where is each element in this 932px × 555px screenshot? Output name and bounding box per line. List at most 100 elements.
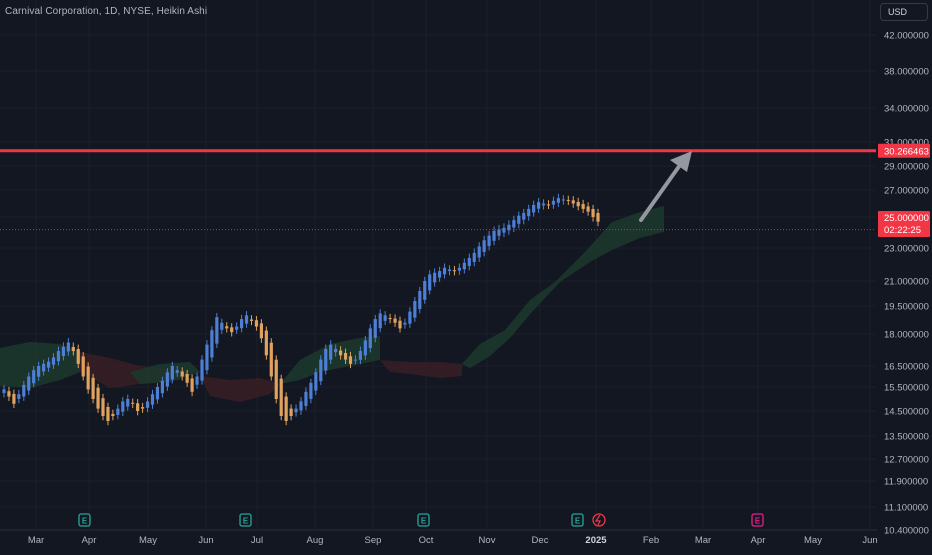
candle[interactable] (517, 211, 521, 229)
projection-arrow[interactable] (639, 151, 692, 222)
candle[interactable] (472, 248, 476, 267)
candle[interactable] (561, 195, 565, 205)
candle[interactable] (566, 195, 570, 206)
candle[interactable] (27, 372, 31, 395)
candle[interactable] (220, 318, 224, 334)
candle[interactable] (339, 346, 343, 360)
candle[interactable] (502, 223, 506, 238)
candle[interactable] (180, 367, 184, 381)
candle[interactable] (155, 383, 160, 404)
candle[interactable] (571, 196, 575, 208)
candle[interactable] (150, 389, 155, 409)
candle[interactable] (537, 197, 541, 213)
candle[interactable] (240, 314, 244, 333)
candle[interactable] (165, 368, 169, 391)
candle[interactable] (467, 253, 471, 271)
currency-button[interactable]: USD (880, 3, 928, 21)
candle[interactable] (269, 338, 273, 381)
candle[interactable] (492, 226, 496, 246)
candle[interactable] (353, 355, 358, 365)
candle[interactable] (195, 372, 199, 389)
candle[interactable] (210, 326, 214, 362)
candle[interactable] (428, 270, 432, 295)
candle[interactable] (438, 266, 442, 282)
candle[interactable] (423, 276, 427, 304)
candle[interactable] (447, 265, 452, 276)
candle[interactable] (175, 366, 179, 377)
candles[interactable] (2, 193, 600, 426)
candle[interactable] (170, 361, 174, 384)
candle[interactable] (363, 335, 367, 360)
candle[interactable] (264, 326, 268, 360)
candle[interactable] (160, 376, 164, 398)
dividend-marker-icon[interactable] (592, 513, 606, 527)
candle[interactable] (230, 323, 234, 337)
candle[interactable] (442, 263, 447, 279)
price-axis[interactable]: 42.000000 38.000000 34.000000 31.000000 29.0… (877, 0, 932, 550)
candle[interactable] (408, 307, 412, 328)
candle[interactable] (527, 204, 531, 221)
candle[interactable] (418, 286, 422, 314)
candle[interactable] (551, 196, 556, 209)
candle[interactable] (398, 316, 402, 333)
candle[interactable] (249, 315, 254, 326)
candle[interactable] (319, 355, 323, 386)
candle[interactable] (7, 386, 11, 401)
candle[interactable] (373, 314, 377, 343)
candle[interactable] (482, 235, 486, 257)
candle[interactable] (81, 352, 85, 381)
candle[interactable] (546, 200, 551, 210)
candle[interactable] (358, 346, 362, 365)
candle[interactable] (61, 342, 65, 361)
candle[interactable] (17, 389, 21, 404)
candle[interactable] (368, 324, 372, 353)
candle[interactable] (111, 409, 115, 421)
candle[interactable] (106, 402, 110, 426)
candle[interactable] (279, 374, 283, 421)
candle[interactable] (37, 361, 41, 381)
candle[interactable] (393, 314, 397, 327)
earnings-marker-icon[interactable]: E (751, 513, 764, 527)
candle[interactable] (71, 342, 75, 356)
candle[interactable] (289, 404, 293, 421)
candle[interactable] (378, 309, 382, 333)
candle[interactable] (329, 340, 333, 365)
candle[interactable] (131, 398, 135, 409)
candle[interactable] (348, 351, 353, 369)
candle[interactable] (586, 202, 590, 216)
candle[interactable] (274, 355, 278, 404)
candle[interactable] (51, 353, 56, 369)
candle[interactable] (121, 397, 125, 417)
candle[interactable] (383, 311, 387, 326)
candle[interactable] (56, 346, 61, 366)
candle[interactable] (576, 197, 580, 211)
candle[interactable] (433, 268, 437, 287)
candle[interactable] (343, 348, 348, 364)
candle[interactable] (200, 355, 204, 385)
candle[interactable] (462, 258, 466, 274)
candle[interactable] (225, 322, 229, 333)
earnings-marker-icon[interactable]: E (78, 513, 91, 527)
time-axis[interactable]: Mar Apr May Jun Jul Aug Sep Oct Nov Dec 2025 Feb Mar… (0, 513, 878, 546)
candle[interactable] (235, 322, 239, 334)
candle[interactable] (388, 313, 392, 324)
candle[interactable] (244, 311, 249, 328)
candle[interactable] (477, 242, 481, 262)
candle[interactable] (596, 208, 600, 227)
candle[interactable] (556, 193, 560, 207)
candle[interactable] (136, 399, 140, 416)
candle[interactable] (126, 394, 130, 411)
candle[interactable] (42, 359, 46, 376)
candle[interactable] (457, 263, 461, 275)
candle[interactable] (522, 208, 526, 225)
candle[interactable] (294, 404, 298, 417)
candle[interactable] (309, 378, 313, 404)
candle[interactable] (145, 397, 150, 413)
candle[interactable] (299, 397, 303, 415)
candle[interactable] (304, 387, 308, 411)
candle[interactable] (487, 231, 491, 251)
candle[interactable] (254, 316, 259, 331)
candle[interactable] (205, 340, 209, 375)
candle[interactable] (452, 265, 457, 276)
